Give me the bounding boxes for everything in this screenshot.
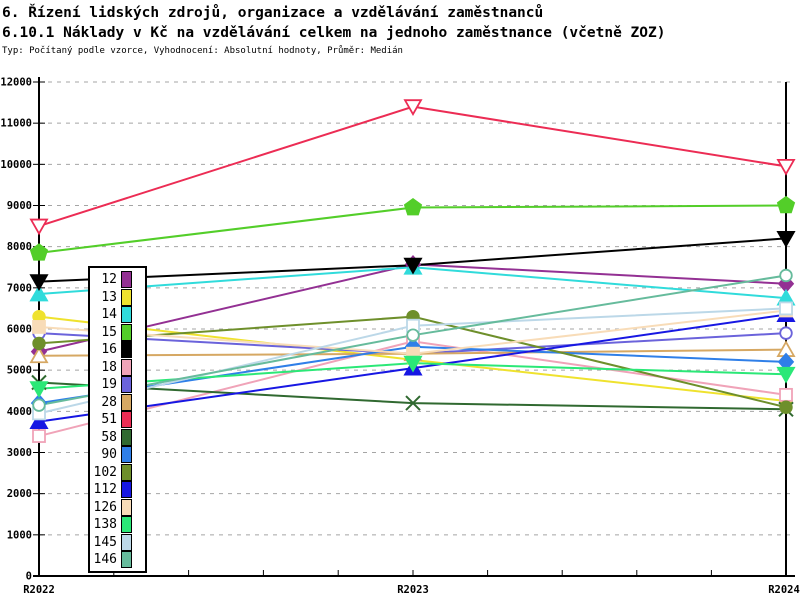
legend-swatch [121,533,132,551]
legend-item-label: 15 [101,324,117,340]
data-point-16 [403,257,423,275]
data-point-18 [32,429,46,443]
data-point-138 [403,355,423,373]
data-point-102 [32,336,46,351]
data-point-146 [406,328,420,342]
x-axis-label: R2022 [23,584,55,596]
legend-item-102: 102 [90,463,145,482]
legend-item-28: 28 [90,393,145,412]
y-axis-label: 0 [26,571,32,583]
x-axis-label: R2023 [397,584,429,596]
legend-item-146: 146 [90,551,145,569]
legend-swatch [121,376,132,394]
data-point-138 [29,381,49,399]
legend-item-90: 90 [90,446,145,464]
data-point-51 [29,218,49,236]
legend-item-label: 138 [93,517,117,532]
data-point-15 [776,195,796,214]
legend-item-label: 18 [101,359,117,375]
legend-swatch [121,393,132,411]
data-point-146 [32,398,46,412]
y-axis-label: 10000 [0,159,32,171]
legend-item-14: 14 [90,306,145,324]
data-point-145 [779,301,793,316]
legend-swatch [121,288,132,306]
data-point-18 [779,387,793,402]
legend-swatch [121,411,132,429]
legend-item-138: 138 [90,516,145,534]
y-axis-label: 12000 [0,76,32,88]
data-point-15 [29,243,49,261]
data-point-14 [29,284,49,302]
legend-item-label: 90 [101,447,117,462]
legend-item-label: 146 [93,552,117,567]
legend-swatch [121,516,132,534]
legend-item-label: 16 [101,342,117,357]
legend-item-label: 12 [101,272,117,287]
data-point-16 [29,274,49,291]
legend-swatch [121,498,132,516]
x-axis-label: R2024 [768,584,800,596]
chart-subtitle: Typ: Počítaný podle vzorce, Vyhodnocení:… [2,46,403,56]
legend-item-12: 12 [90,271,145,289]
legend-item-18: 18 [90,358,145,377]
y-axis-label: 7000 [7,282,32,294]
data-point-126 [32,320,46,334]
y-axis-label: 4000 [7,406,32,418]
legend-item-label: 112 [93,482,117,497]
data-point-15 [403,197,423,216]
y-axis-label: 2000 [7,488,32,500]
chart-title-line1: 6. Řízení lidských zdrojů, organizace a … [2,5,544,21]
legend-swatch [121,463,132,481]
legend-item-13: 13 [90,288,145,307]
legend-item-145: 145 [90,533,145,552]
legend-item-58: 58 [90,428,145,447]
data-point-138 [776,366,796,384]
y-axis-label: 1000 [7,529,32,541]
y-axis-label: 5000 [7,365,32,377]
y-axis-label: 9000 [7,200,32,212]
legend-item-16: 16 [90,341,145,359]
data-point-19 [779,326,793,340]
legend-swatch [121,306,132,324]
legend-item-label: 145 [93,534,117,550]
legend-item-label: 13 [101,289,117,305]
legend-swatch [121,446,132,464]
legend-item-label: 14 [101,307,117,322]
legend-item-label: 58 [101,429,117,445]
legend-item-112: 112 [90,481,145,499]
legend-item-label: 51 [101,412,117,427]
y-axis-label: 11000 [0,118,32,130]
data-point-16 [776,231,796,248]
data-point-146 [779,268,793,283]
legend-swatch [121,358,132,376]
legend-item-19: 19 [90,376,145,394]
legend-item-label: 28 [101,394,117,410]
legend-item-label: 19 [101,377,117,392]
data-point-28 [29,346,49,364]
legend-item-51: 51 [90,411,145,429]
chart-title-line2: 6.10.1 Náklady v Kč na vzdělávání celkem… [2,25,666,41]
data-point-102 [779,400,793,414]
legend-item-label: 126 [93,499,117,515]
legend-swatch [121,341,132,359]
legend-swatch [121,271,132,289]
legend-swatch [121,428,132,446]
y-axis-label: 3000 [7,447,32,459]
data-point-51 [403,99,423,117]
data-point-58 [405,395,421,411]
legend-item-126: 126 [90,498,145,517]
legend-item-label: 102 [93,464,117,480]
legend-item-15: 15 [90,323,145,342]
legend-swatch [121,323,132,341]
legend-swatch [121,551,132,569]
data-point-112 [29,412,49,430]
y-axis-label: 8000 [7,241,32,253]
legend-swatch [121,481,132,499]
legend: 12 13 14 15 16 18 19 28 51 58 90 102 112 126 138 145 146 [88,266,147,573]
y-axis-label: 6000 [7,323,32,335]
data-point-51 [776,158,796,176]
